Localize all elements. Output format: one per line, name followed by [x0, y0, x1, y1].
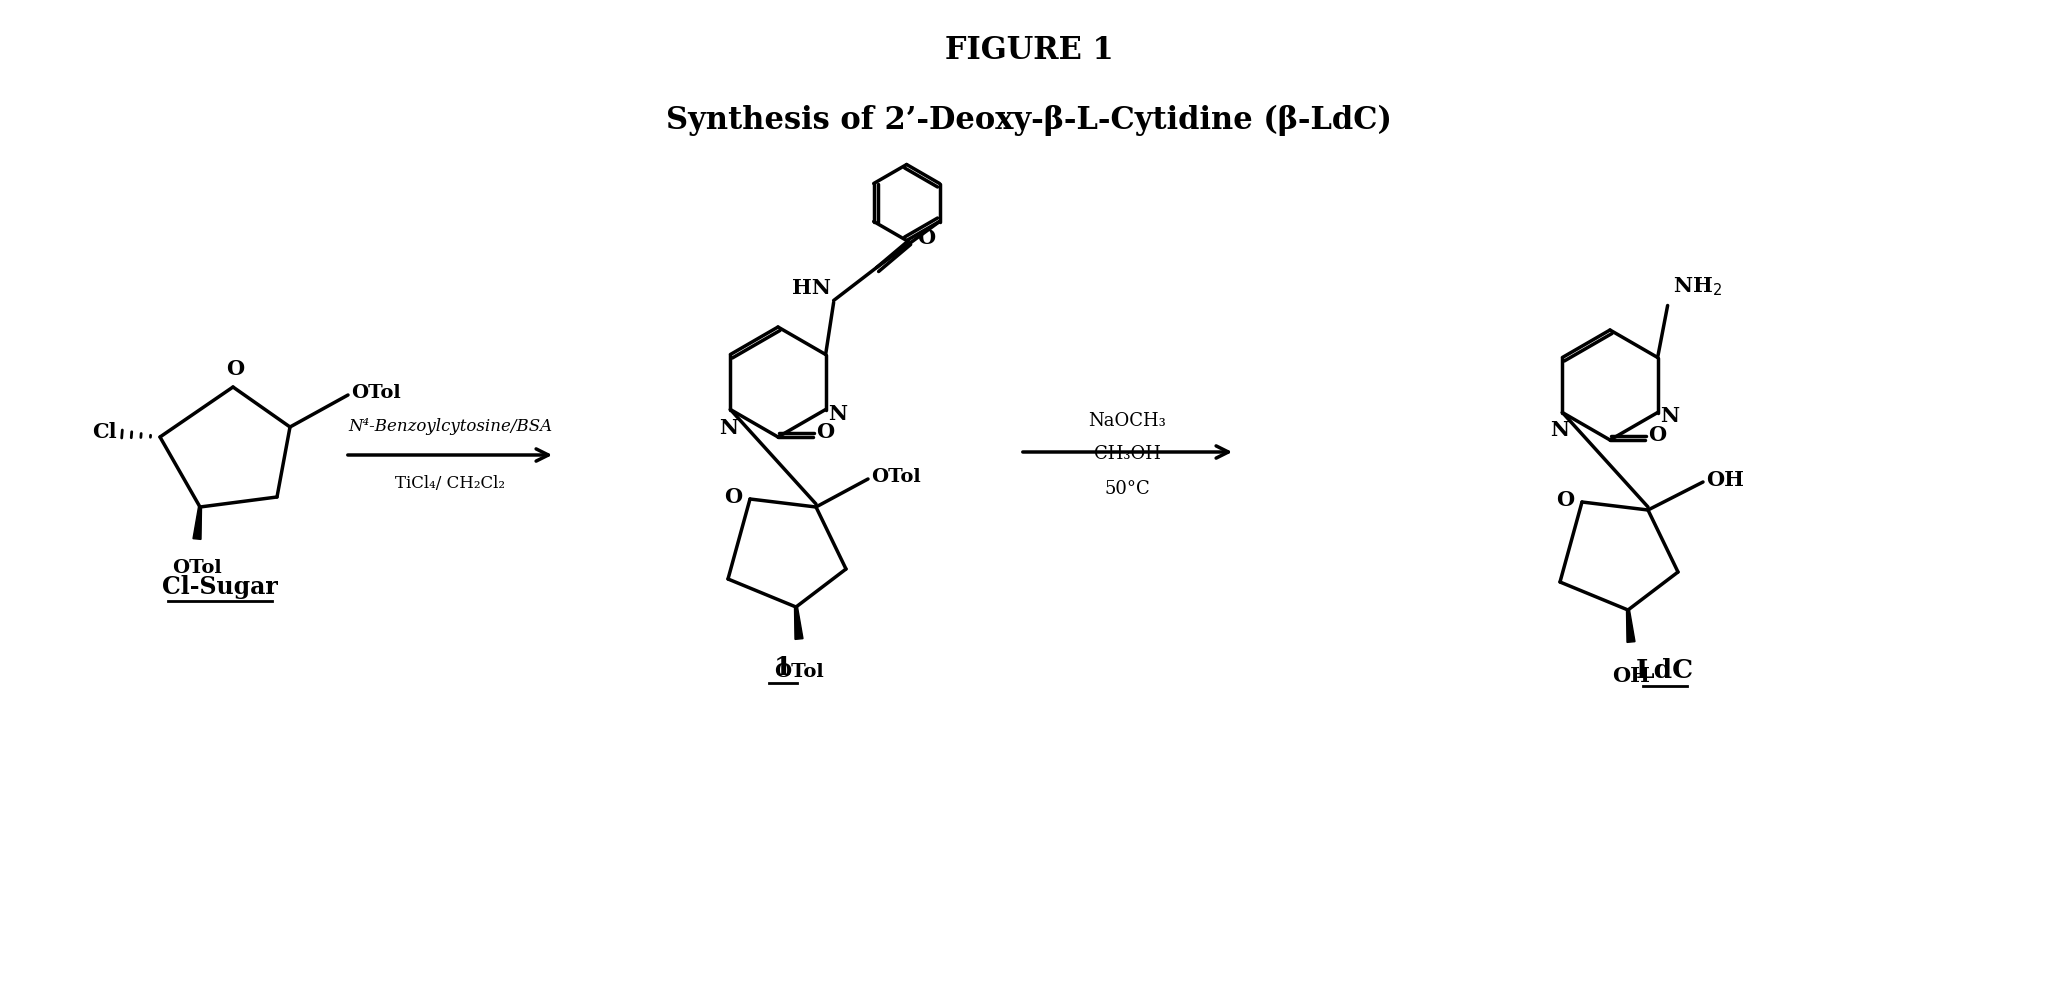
Text: O: O — [916, 228, 934, 247]
Text: OTol: OTol — [173, 559, 222, 577]
Text: OH: OH — [1611, 666, 1651, 686]
Text: N: N — [1659, 406, 1679, 426]
Text: NaOCH₃: NaOCH₃ — [1089, 412, 1167, 430]
Polygon shape — [794, 607, 803, 639]
Text: O: O — [817, 422, 833, 442]
Text: O: O — [226, 359, 245, 379]
Text: O: O — [1648, 425, 1667, 445]
Text: N: N — [827, 404, 846, 424]
Text: N: N — [1550, 420, 1568, 440]
Text: NH$_2$: NH$_2$ — [1673, 275, 1723, 298]
Text: LdC: LdC — [1636, 658, 1694, 683]
Text: O: O — [724, 487, 743, 507]
Text: 50°C: 50°C — [1105, 480, 1150, 498]
Text: OTol: OTol — [871, 468, 920, 486]
Text: FIGURE 1: FIGURE 1 — [945, 35, 1113, 66]
Polygon shape — [1626, 610, 1634, 642]
Text: 1: 1 — [774, 655, 792, 680]
Text: N: N — [718, 418, 739, 438]
Text: OH: OH — [1706, 470, 1743, 490]
Polygon shape — [193, 507, 202, 539]
Text: OTol: OTol — [774, 663, 823, 681]
Text: N⁴-Benzoylcytosine/BSA: N⁴-Benzoylcytosine/BSA — [348, 418, 552, 435]
Text: Synthesis of 2’-Deoxy-β-L-Cytidine (β-LdC): Synthesis of 2’-Deoxy-β-L-Cytidine (β-Ld… — [667, 105, 1391, 136]
Text: HN: HN — [792, 277, 831, 298]
Text: O: O — [1556, 490, 1574, 510]
Text: TiCl₄/ CH₂Cl₂: TiCl₄/ CH₂Cl₂ — [395, 475, 504, 492]
Text: CH₃OH: CH₃OH — [1095, 445, 1161, 463]
Text: Cl: Cl — [93, 422, 117, 442]
Text: OTol: OTol — [352, 384, 401, 402]
Text: Cl-Sugar: Cl-Sugar — [163, 575, 278, 599]
